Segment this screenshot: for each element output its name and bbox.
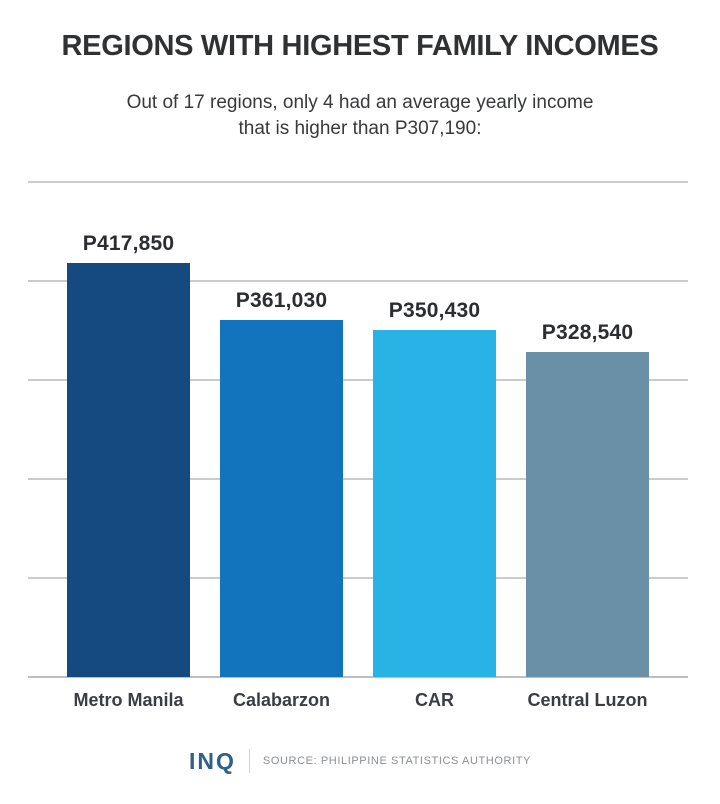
gridline <box>28 379 688 381</box>
bar-category-label: Metro Manila <box>73 690 184 710</box>
bar-value-label: P350,430 <box>388 299 481 323</box>
x-axis-baseline <box>28 676 688 678</box>
gridline <box>28 478 688 480</box>
footer: INQ SOURCE: PHILIPPINE STATISTICS AUTHOR… <box>0 744 720 778</box>
bar <box>220 319 343 677</box>
bar <box>526 351 649 677</box>
bar-category-label: Central Luzon <box>527 690 648 710</box>
chart-subtitle: Out of 17 regions, only 4 had an average… <box>0 90 720 142</box>
chart-title: REGIONS WITH HIGHEST FAMILY INCOMES <box>61 30 659 62</box>
bar-slot: P417,850 Metro Manila <box>67 182 190 710</box>
bar-slot: P328,540 Central Luzon <box>526 182 649 710</box>
bar-value-label: P417,850 <box>82 232 175 256</box>
bar-slot: P350,430 CAR <box>373 182 496 710</box>
bar-value-label: P328,540 <box>541 320 634 344</box>
gridline <box>28 181 688 183</box>
bars-container: P417,850 Metro Manila P361,030 Calabarzon P3… <box>28 182 688 710</box>
subtitle-line-2: that is higher than P307,190: <box>238 118 482 140</box>
bar-slot: P361,030 Calabarzon <box>220 182 343 710</box>
bar-value-label: P361,030 <box>235 288 328 312</box>
source-credit: SOURCE: PHILIPPINE STATISTICS AUTHORITY <box>262 755 531 767</box>
subtitle-line-1: Out of 17 regions, only 4 had an average… <box>126 92 594 113</box>
bar <box>67 263 190 677</box>
bar-category-label: CAR <box>415 690 454 710</box>
gridline <box>28 280 688 282</box>
inquirer-logo: INQ <box>189 747 236 774</box>
footer-divider <box>248 749 250 773</box>
bar <box>373 330 496 677</box>
bar-category-label: Calabarzon <box>232 690 331 710</box>
gridline <box>28 577 688 579</box>
bar-chart: P417,850 Metro Manila P361,030 Calabarzon P3… <box>28 181 688 710</box>
